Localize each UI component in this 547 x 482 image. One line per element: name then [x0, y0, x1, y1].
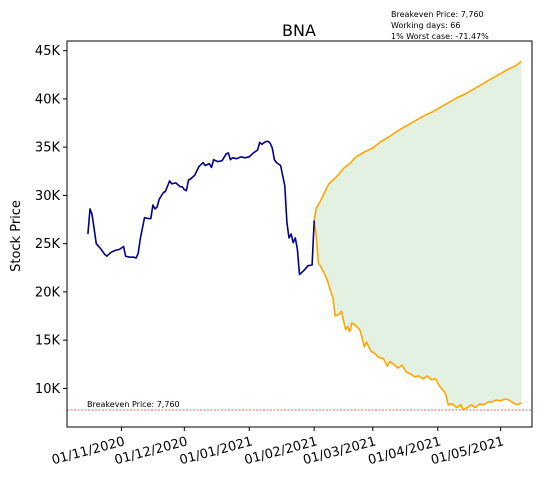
plot-frame: [66, 40, 533, 428]
stats-annotation-breakeven: Breakeven Price: 7,760: [391, 10, 484, 19]
y-tick-label: 15K: [35, 334, 61, 349]
y-tick-label: 40K: [35, 92, 61, 107]
chart-title: BNA: [282, 21, 316, 40]
history-line: [87, 140, 315, 276]
forecast-lower-line: [313, 220, 522, 411]
breakeven-label: Breakeven Price: 7,760: [87, 400, 180, 409]
y-tick-label: 10K: [35, 382, 61, 397]
y-tick-label: 35K: [35, 141, 61, 156]
y-tick-label: 30K: [35, 189, 61, 204]
y-tick-label: 20K: [35, 285, 61, 300]
y-tick-label: 45K: [35, 44, 61, 59]
stats-annotation-worst-case: 1% Worst case: -71.47%: [391, 32, 489, 41]
y-axis-label: Stock Price: [9, 200, 24, 272]
forecast-band: [314, 61, 522, 410]
plot-area: Breakeven Price: 7,760: [67, 60, 532, 411]
forecast-upper-line: [313, 60, 522, 221]
y-tick-label: 25K: [35, 237, 61, 252]
stats-annotation-working-days: Working days: 66: [391, 21, 460, 30]
